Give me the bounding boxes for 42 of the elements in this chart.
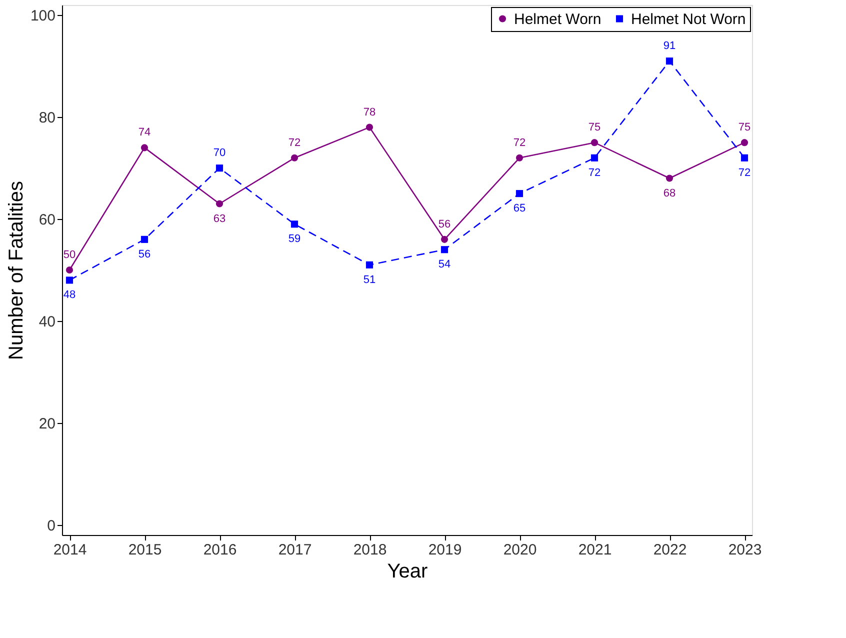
y-tick-label: 40 bbox=[38, 313, 56, 330]
x-tick-label: 2015 bbox=[128, 542, 162, 558]
x-tick-label: 2016 bbox=[203, 542, 237, 558]
data-label: 72 bbox=[288, 136, 301, 149]
data-label: 51 bbox=[363, 274, 376, 286]
data-label: 74 bbox=[138, 126, 151, 139]
y-tick-label: 20 bbox=[38, 415, 56, 432]
data-label: 72 bbox=[738, 166, 751, 179]
x-tick-label: 2018 bbox=[353, 542, 387, 558]
data-label: 65 bbox=[513, 202, 526, 215]
y-axis-title: Number of Fatalities bbox=[5, 181, 28, 360]
data-label: 68 bbox=[663, 187, 676, 200]
data-label: 91 bbox=[663, 40, 676, 52]
data-label: 70 bbox=[213, 147, 226, 160]
y-tick-label: 0 bbox=[47, 517, 56, 534]
data-label: 75 bbox=[738, 122, 751, 134]
data-label: 54 bbox=[438, 258, 451, 271]
data-label: 56 bbox=[438, 218, 451, 230]
x-tick-label: 2020 bbox=[503, 542, 537, 558]
data-label: 72 bbox=[588, 166, 601, 179]
x-tick-label: 2021 bbox=[578, 542, 612, 558]
x-tick-label: 2017 bbox=[278, 542, 312, 558]
legend-label: Helmet Not Worn bbox=[631, 10, 746, 28]
y-tick-label: 60 bbox=[38, 212, 56, 229]
data-label: 50 bbox=[63, 249, 76, 261]
legend-label: Helmet Worn bbox=[514, 10, 602, 28]
data-label: 59 bbox=[288, 233, 301, 246]
data-label: 56 bbox=[138, 248, 151, 260]
x-axis-title: Year bbox=[387, 560, 428, 582]
y-tick-label: 100 bbox=[30, 8, 56, 25]
data-label: 48 bbox=[63, 289, 76, 302]
x-tick-label: 2019 bbox=[428, 542, 462, 558]
data-label: 63 bbox=[213, 212, 226, 225]
x-tick-label: 2022 bbox=[653, 542, 687, 558]
point bbox=[290, 220, 298, 228]
point bbox=[590, 154, 598, 162]
y-tick-label: 80 bbox=[38, 110, 56, 127]
data-label: 72 bbox=[513, 136, 526, 149]
x-tick-label: 2014 bbox=[53, 542, 87, 558]
x-tick-label: 2023 bbox=[728, 542, 762, 558]
data-label: 78 bbox=[363, 106, 376, 118]
data-label: 75 bbox=[588, 122, 601, 134]
